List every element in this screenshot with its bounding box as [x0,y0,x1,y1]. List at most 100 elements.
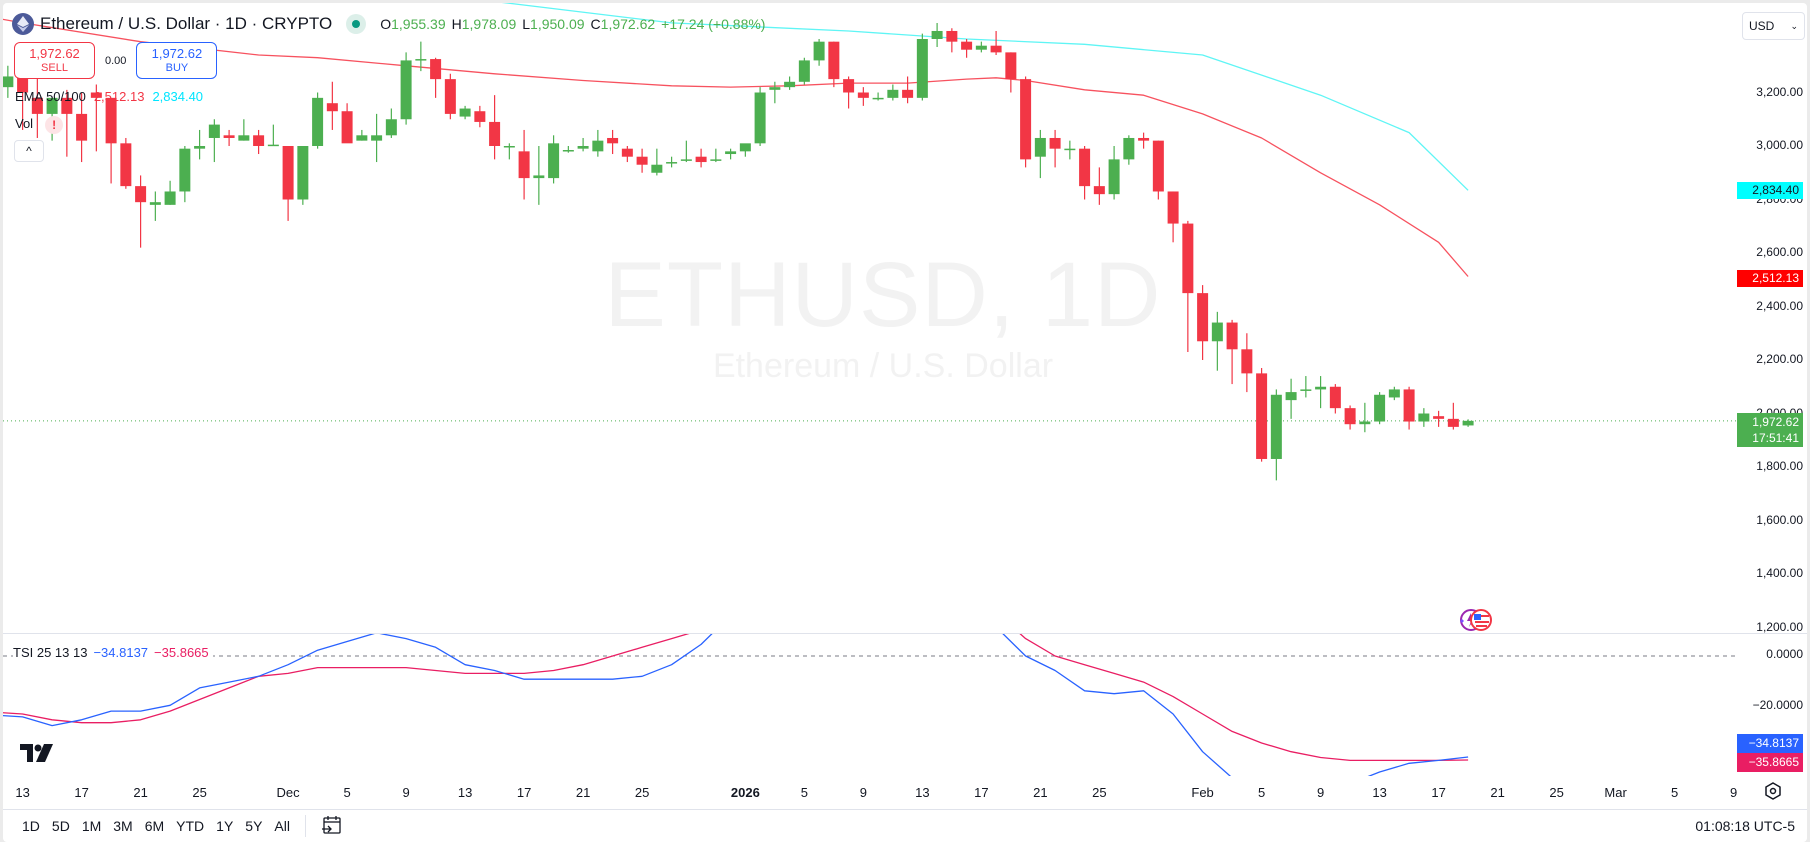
sell-button[interactable]: 1,972.62 SELL [14,42,95,79]
time-axis-label: 9 [859,785,867,800]
candle [164,180,176,205]
bottom-toolbar: 1D 5D 1M 3M 6M YTD 1Y 5Y All [3,810,1807,842]
range-all-button[interactable]: All [274,818,290,834]
time-axis-label: 21 [575,785,591,800]
vol-label: Vol [15,116,34,131]
tsi-value: −34.8137 [93,645,149,660]
candle [1197,285,1209,360]
candle [503,143,515,160]
candle [1388,386,1400,401]
candle [562,146,574,153]
price-axis-label: 1,200.00 [1756,619,1803,634]
price-change: +17.24 (+0.88%) [661,16,766,32]
symbol-title[interactable]: Ethereum / U.S. Dollar · 1D · CRYPTO [40,14,333,33]
candle [31,76,43,138]
candle [872,92,884,101]
range-6m-button[interactable]: 6M [144,818,165,834]
close-value: 1,972.62 [600,16,656,32]
tsi-plot[interactable] [3,634,1738,776]
tsi-indicator-legend[interactable]: TSI 25 13 13 −34.8137 −35.8665 [13,645,213,660]
tradingview-logo[interactable] [20,744,54,767]
spread-value: 0.00 [105,54,127,67]
candle [489,95,501,160]
price-chart-pane[interactable]: ETHUSD, 1D Ethereum / U.S. Dollar [3,3,1738,633]
volume-indicator-legend[interactable]: Vol ! [15,116,64,134]
ema50-line [3,18,1469,277]
range-1y-button[interactable]: 1Y [216,818,234,834]
range-1m-button[interactable]: 1M [81,818,102,834]
ema50-price-tag: 2,512.13 [1737,270,1803,287]
buy-button[interactable]: 1,972.62 BUY [136,42,218,79]
candle [76,92,88,163]
chart-frame: ETHUSD, 1D Ethereum / U.S. Dollar Ethere… [3,3,1807,842]
currency-value: USD [1749,19,1775,33]
time-axis-label: 9 [1729,785,1738,800]
candle [3,65,14,98]
candle [1285,378,1297,419]
range-ytd-button[interactable]: YTD [176,818,205,834]
candle [975,41,987,53]
economic-events-markers[interactable] [1454,607,1494,638]
candle [208,119,220,163]
time-axis-label: Dec [276,785,300,800]
tsi-indicator-pane[interactable] [3,634,1738,776]
sell-label: SELL [41,61,68,74]
candle [297,146,309,205]
range-3m-button[interactable]: 3M [113,818,133,834]
tsi-value-tag: −34.8137 [1737,734,1803,753]
pane-divider[interactable] [3,633,1807,634]
candle [1020,76,1032,168]
ema50-value: 2,512.13 [93,89,145,104]
candle [1034,129,1046,179]
price-axis-label: 3,200.00 [1756,84,1803,99]
time-axis-label: 17 [74,785,89,800]
candle [1462,419,1474,427]
collapse-legend-button[interactable]: ^ [14,140,44,162]
candle [1403,386,1415,430]
candle [385,108,397,138]
candle [1138,132,1150,149]
candle [666,156,678,168]
ema-indicator-legend[interactable]: EMA 50/100 2,512.13 2,834.40 [15,89,203,104]
candle [1315,376,1327,409]
candle [710,148,722,163]
timezone-clock[interactable]: 01:08:18 UTC-5 [1695,818,1795,834]
candle [636,148,648,173]
candle [444,73,456,120]
range-5d-button[interactable]: 5D [51,818,70,834]
warning-icon[interactable]: ! [45,116,64,134]
candle [739,143,751,157]
buy-label: BUY [165,61,189,74]
time-axis-label: 9 [402,785,410,800]
go-to-date-button[interactable] [316,810,348,842]
ethereum-icon[interactable] [12,13,34,35]
buy-price: 1,972.62 [151,45,203,61]
candlestick-plot[interactable] [3,3,1738,633]
candle [1344,405,1356,430]
price-axis-label: 1,400.00 [1756,566,1803,580]
tsi-axis-label-zero: 0.0000 [1766,647,1803,661]
currency-select[interactable]: USD ⌄ [1742,12,1805,40]
market-open-status-icon[interactable] [346,14,367,34]
candle [282,146,294,221]
time-axis-label: 17 [1431,785,1446,800]
range-1d-button[interactable]: 1D [22,818,40,834]
ema100-line [501,3,1469,191]
sell-price: 1,972.62 [29,45,80,61]
candle [961,39,973,58]
tsi-signal-value: −35.8665 [154,645,209,660]
candle [1241,333,1253,393]
candle [238,119,250,141]
chevron-up-icon: ^ [26,144,32,158]
time-axis-label: 21 [1033,785,1048,800]
candle [1079,146,1091,200]
candle [813,39,825,66]
time-axis-label: 9 [1316,785,1325,800]
candle [1093,167,1105,205]
tsi-axis-label-minus20: −20.0000 [1752,698,1803,712]
tsi-label: TSI 25 13 13 [13,645,88,660]
chart-settings-button[interactable] [1763,781,1783,806]
candle [1270,389,1282,481]
time-axis-label: 5 [800,785,808,800]
range-5y-button[interactable]: 5Y [245,818,263,834]
